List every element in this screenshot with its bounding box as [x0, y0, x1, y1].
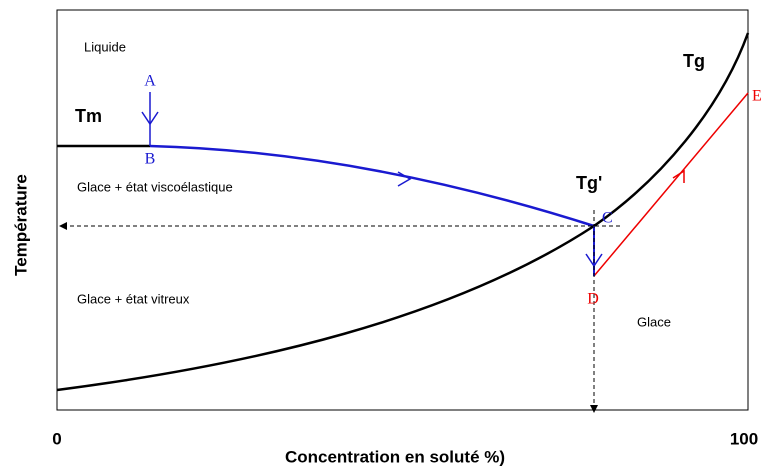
region-label: Glace + état vitreux — [77, 291, 190, 306]
x-tick-label: 100 — [730, 429, 758, 448]
region-label: Liquide — [84, 39, 126, 54]
curve-label: Tm — [75, 106, 102, 126]
point-label: C — [602, 210, 613, 227]
arrow — [672, 169, 685, 183]
y-axis-label: Température — [11, 174, 30, 276]
arrow — [397, 171, 412, 187]
freeze-path — [149, 144, 595, 228]
plot-frame — [56, 9, 749, 411]
point-label: E — [752, 88, 762, 105]
tg-curve — [56, 32, 750, 392]
region-label: Glace + état viscoélastique — [77, 179, 233, 194]
curve-label: Tg — [683, 51, 705, 71]
region-label: Glace — [637, 314, 671, 329]
point-label: D — [587, 291, 599, 308]
heating-path — [593, 92, 749, 277]
x-tick-label: 0 — [52, 429, 61, 448]
arrow — [141, 111, 159, 126]
point-label: A — [144, 73, 156, 90]
curve-label: Tg' — [576, 173, 602, 193]
point-label: B — [145, 151, 156, 168]
x-axis-label: Concentration en soluté %) — [285, 447, 505, 466]
